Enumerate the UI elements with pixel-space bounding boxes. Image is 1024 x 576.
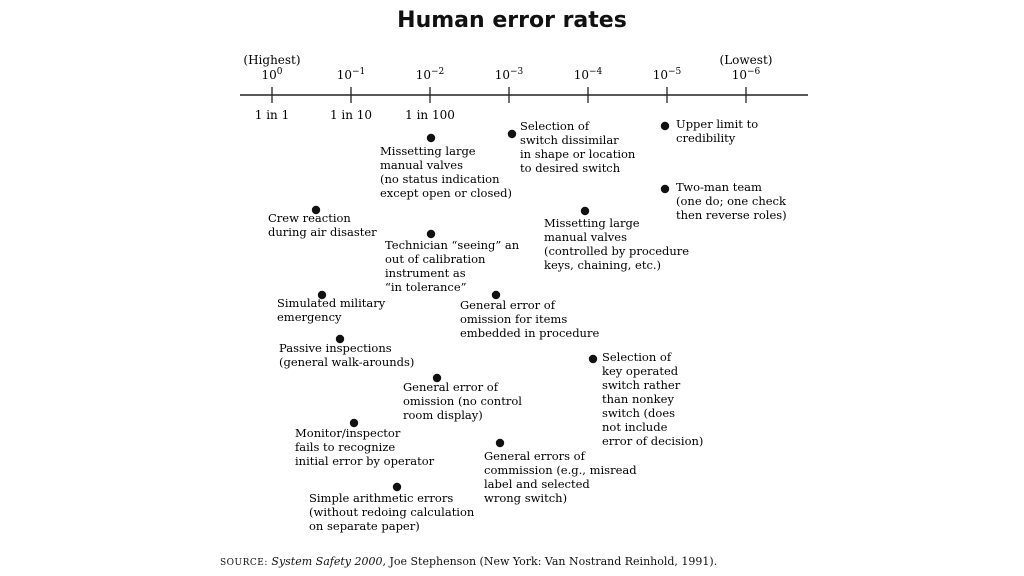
data-point (660, 184, 670, 194)
tick-label-upper: 10−4 (574, 67, 603, 82)
data-point (432, 373, 442, 383)
source-note: SOURCE: System Safety 2000, Joe Stephens… (220, 555, 717, 568)
tick-label-lower: 1 in 100 (405, 108, 455, 122)
data-point-label: Missetting large manual valves (controlled… (544, 216, 689, 272)
end-label-left: (Highest) (243, 53, 300, 67)
data-point-label: Passive inspections (general walk-arounds… (279, 341, 414, 369)
data-point (311, 205, 321, 215)
data-point-label: Crew reaction during air disaster (268, 211, 377, 239)
tick-label-upper: 10−1 (337, 67, 366, 82)
data-point-label: Two-man team (one do; one check then rever… (676, 180, 787, 222)
data-point (580, 206, 590, 216)
data-point (588, 354, 598, 364)
data-point-label: Selection of key operated switch rather tha… (602, 350, 703, 448)
source-title: System Safety 2000 (271, 555, 383, 568)
data-point (507, 129, 517, 139)
data-point-label: General error of omission (no control room… (403, 380, 522, 422)
data-point (349, 418, 359, 428)
tick-label-lower: 1 in 1 (255, 108, 289, 122)
data-point-label: Selection of switch dissimilar in shape or… (520, 119, 636, 175)
tick-label-upper: 10−2 (416, 67, 445, 82)
data-point (660, 121, 670, 131)
source-rest: , Joe Stephenson (New York: Van Nostrand… (382, 555, 718, 568)
data-point-label: Simple arithmetic errors (without redoing… (309, 491, 475, 533)
data-point (491, 290, 501, 300)
tick-label-lower: 1 in 10 (330, 108, 372, 122)
data-point-label: General errors of commission (e.g., misre… (484, 449, 637, 505)
tick-label-upper: 100 (261, 67, 282, 82)
source-prefix: SOURCE: (220, 558, 268, 568)
tick-label-upper: 10−5 (653, 67, 682, 82)
data-point (426, 133, 436, 143)
data-point-label: Technician “seeing” an out of calibration… (385, 238, 520, 294)
data-point-label: Missetting large manual valves (no status … (380, 144, 512, 200)
tick-label-upper: 10−6 (732, 67, 761, 82)
data-point (392, 482, 402, 492)
data-point (317, 290, 327, 300)
data-point-label: Upper limit to credibility (676, 117, 758, 145)
data-point (335, 334, 345, 344)
chart-title: Human error rates (397, 8, 627, 33)
data-point-label: Monitor/inspector fails to recognize initi… (295, 426, 435, 468)
data-point (495, 438, 505, 448)
data-point (426, 229, 436, 239)
tick-label-upper: 10−3 (495, 67, 524, 82)
end-label-right: (Lowest) (720, 53, 773, 67)
data-point-label: Simulated military emergency (277, 296, 386, 324)
x-axis: 100 1 in 1 10−1 1 in 10 10−2 1 in 100 10−3 10−4… (240, 53, 808, 122)
data-point-label: General error of omission for items embedd… (460, 298, 599, 340)
data-points: Missetting large manual valves (no status … (268, 117, 787, 533)
